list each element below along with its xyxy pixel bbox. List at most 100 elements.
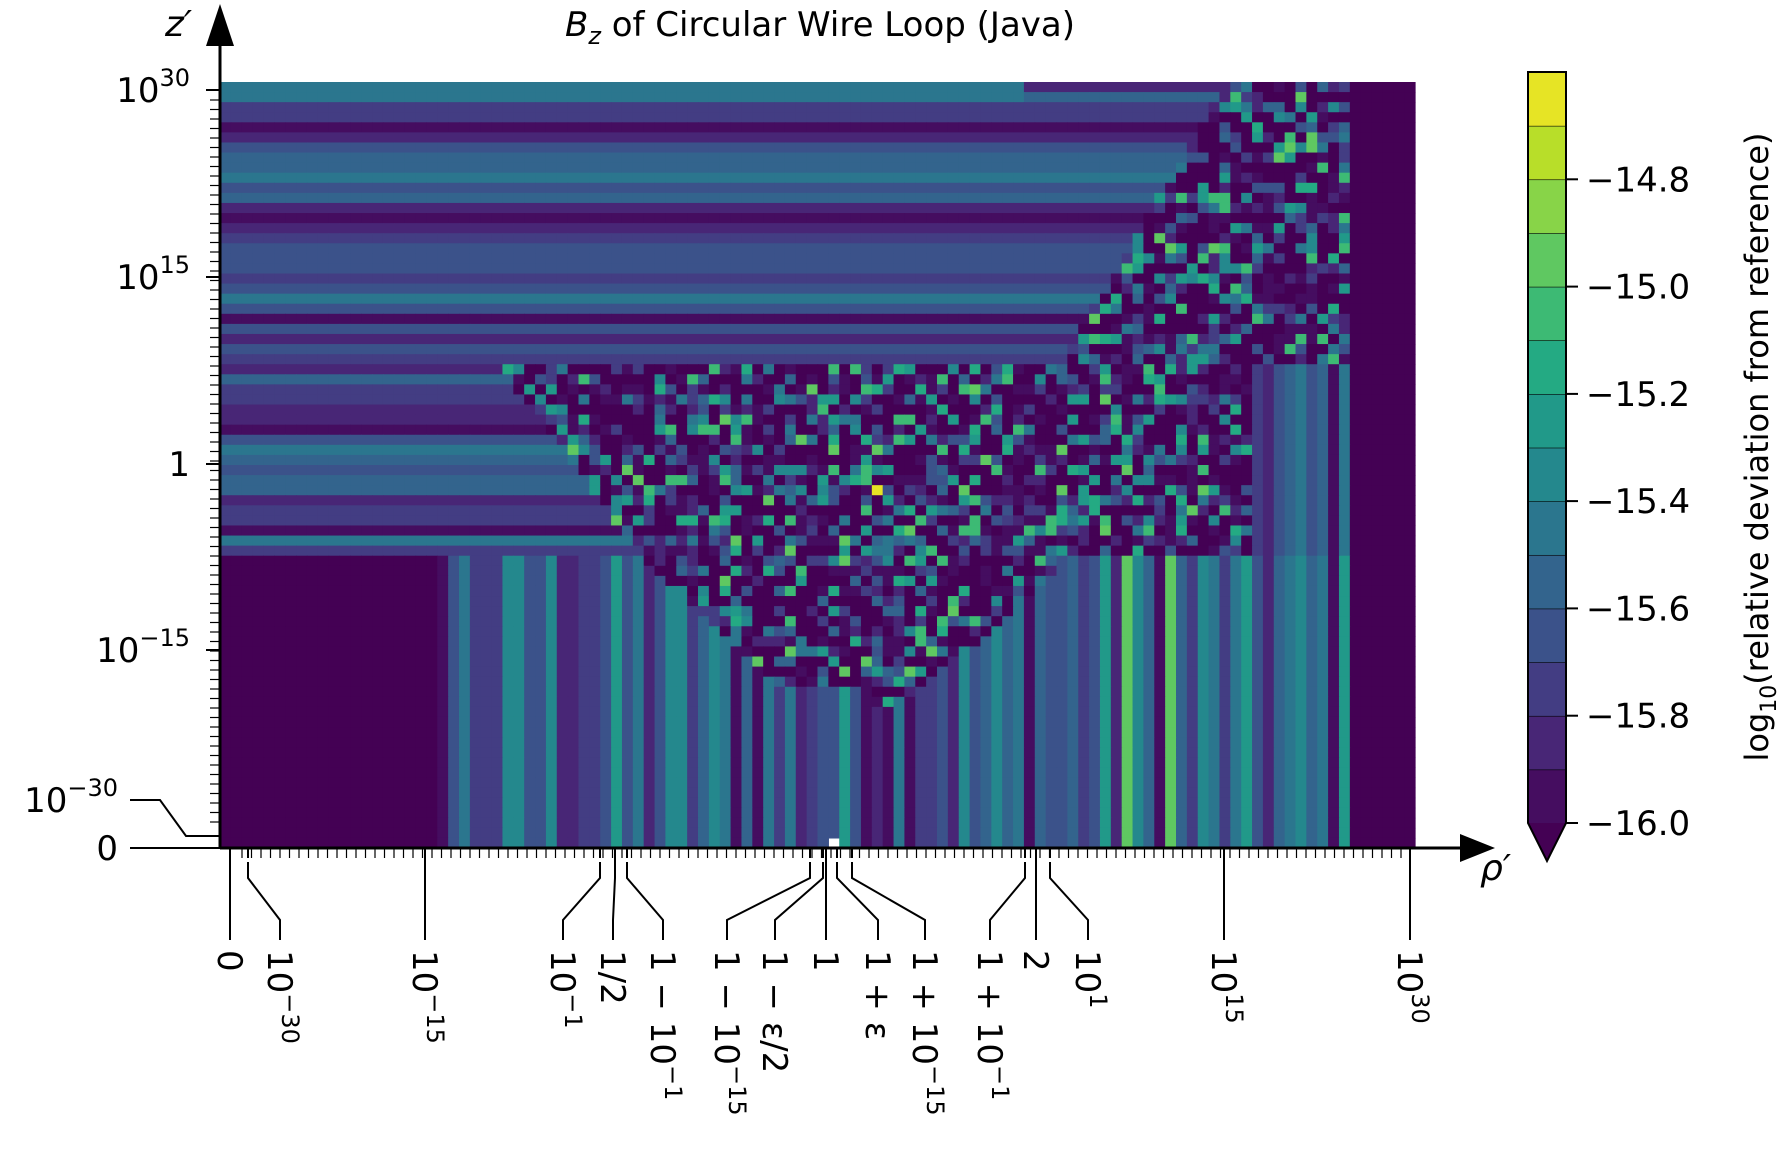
- heatmap-cell: [404, 313, 417, 325]
- heatmap-cell: [752, 384, 764, 396]
- heatmap-cell: [317, 394, 330, 406]
- heatmap-cell: [1230, 172, 1242, 184]
- heatmap-cell: [676, 162, 688, 174]
- heatmap-cell: [404, 273, 417, 285]
- heatmap-cell: [871, 283, 884, 295]
- heatmap-cell: [1328, 263, 1340, 275]
- heatmap-cell: [1197, 112, 1210, 123]
- heatmap-cell: [220, 454, 232, 466]
- heatmap-cell: [1023, 424, 1036, 436]
- heatmap-cell: [839, 132, 851, 144]
- heatmap-cell: [306, 374, 319, 385]
- heatmap-cell: [1371, 243, 1384, 254]
- heatmap-cell: [393, 505, 406, 516]
- heatmap-cell: [839, 192, 851, 204]
- heatmap-cell: [784, 495, 797, 506]
- heatmap-cell: [556, 384, 569, 396]
- heatmap-cell: [1165, 444, 1177, 456]
- heatmap-cell: [839, 444, 851, 456]
- heatmap-cell: [1023, 465, 1036, 476]
- heatmap-cell: [1176, 82, 1188, 93]
- heatmap-cell: [1208, 374, 1221, 385]
- heatmap-cell: [600, 485, 612, 496]
- heatmap-cell: [1360, 202, 1373, 214]
- heatmap-cell: [1121, 354, 1134, 365]
- heatmap-cell: [1056, 132, 1068, 144]
- heatmap-cell: [643, 525, 656, 537]
- heatmap-cell: [263, 434, 275, 446]
- heatmap-cell: [1056, 102, 1068, 113]
- heatmap-cell: [524, 475, 536, 486]
- heatmap-cell: [567, 152, 580, 164]
- heatmap-cell: [839, 102, 851, 113]
- heatmap-cell: [1262, 394, 1275, 406]
- heatmap-cell: [1186, 122, 1199, 133]
- heatmap-cell: [621, 434, 634, 446]
- heatmap-cell: [1154, 495, 1166, 506]
- heatmap-cell: [1219, 142, 1231, 154]
- heatmap-cell: [1306, 192, 1318, 204]
- heatmap-cell: [1241, 364, 1253, 375]
- heatmap-cell: [524, 535, 536, 547]
- heatmap-cell: [502, 535, 514, 547]
- heatmap-cell: [480, 525, 493, 537]
- heatmap-cell: [220, 283, 232, 295]
- heatmap-cell: [459, 192, 471, 204]
- heatmap-cell: [763, 475, 775, 486]
- heatmap-cell: [752, 122, 764, 133]
- heatmap-cell: [839, 515, 851, 527]
- heatmap-cell: [1176, 454, 1188, 466]
- heatmap-cell: [1110, 162, 1123, 174]
- heatmap-cell: [795, 263, 808, 275]
- heatmap-cell: [741, 364, 753, 375]
- heatmap-cell: [1317, 243, 1329, 254]
- heatmap-cell: [839, 454, 851, 466]
- heatmap-cell: [654, 122, 667, 133]
- heatmap-cell: [317, 424, 330, 436]
- heatmap-cell: [1328, 364, 1340, 375]
- heatmap-cell: [513, 444, 525, 456]
- heatmap-cell: [350, 233, 362, 244]
- heatmap-cell: [1099, 122, 1112, 133]
- heatmap-cell: [1371, 92, 1384, 103]
- heatmap-cell: [1067, 283, 1079, 295]
- heatmap-cell: [1284, 374, 1297, 385]
- heatmap-cell: [1328, 313, 1340, 325]
- heatmap-cell: [1197, 263, 1210, 275]
- heatmap-cell: [372, 414, 384, 426]
- heatmap-cell: [850, 465, 862, 476]
- heatmap-cell: [1176, 142, 1188, 154]
- heatmap-cell: [1121, 142, 1134, 154]
- heatmap-cell: [252, 515, 265, 527]
- heatmap-cell: [382, 172, 395, 184]
- heatmap-cell: [567, 495, 580, 506]
- heatmap-cell: [1208, 424, 1221, 436]
- heatmap-cell: [469, 414, 482, 426]
- heatmap-cell: [578, 122, 590, 133]
- heatmap-cell: [524, 102, 536, 113]
- heatmap-cell: [404, 293, 417, 305]
- heatmap-cell: [621, 525, 634, 537]
- heatmap-cell: [839, 374, 851, 385]
- heatmap-cell: [220, 192, 232, 204]
- heatmap-cell: [904, 263, 916, 275]
- heatmap-cell: [1002, 172, 1014, 184]
- heatmap-cell: [1154, 525, 1166, 537]
- heatmap-cell: [556, 475, 569, 486]
- heatmap-cell: [502, 253, 514, 265]
- heatmap-cell: [730, 525, 743, 537]
- heatmap-cell: [1241, 384, 1253, 396]
- heatmap-cell: [230, 323, 243, 335]
- heatmap-cell: [817, 394, 829, 406]
- heatmap-cell: [621, 374, 634, 385]
- heatmap-cell: [1099, 263, 1112, 275]
- heatmap-cell: [1132, 263, 1145, 275]
- heatmap-cell: [1349, 263, 1362, 275]
- heatmap-cell: [1121, 283, 1134, 295]
- heatmap-cell: [1404, 333, 1416, 345]
- heatmap-cell: [296, 424, 308, 436]
- heatmap-cell: [708, 122, 721, 133]
- heatmap-cell: [1013, 213, 1025, 224]
- heatmap-cell: [480, 323, 493, 335]
- heatmap-cell: [328, 505, 341, 516]
